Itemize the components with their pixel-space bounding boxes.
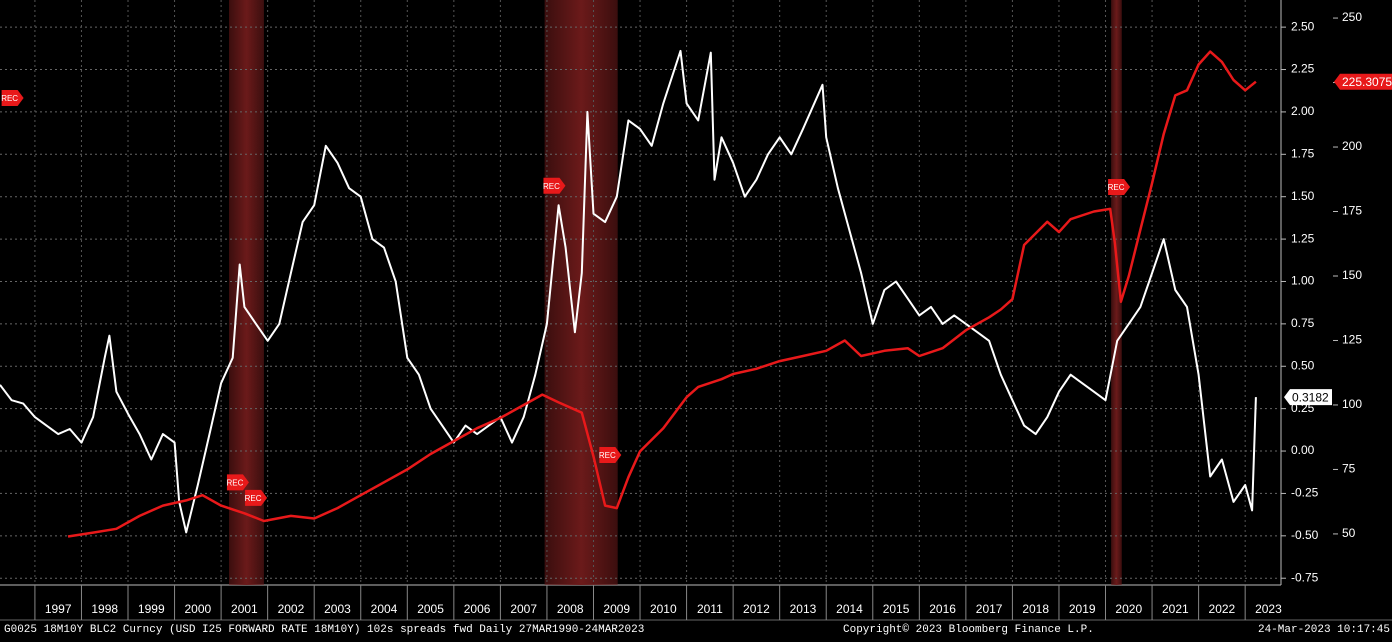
x-tick-label: 2003 bbox=[324, 602, 351, 616]
x-tick-label: 2013 bbox=[790, 602, 817, 616]
last-value-box bbox=[1284, 389, 1332, 406]
annotation-label: REC bbox=[245, 494, 262, 503]
x-tick-label: 2022 bbox=[1209, 602, 1236, 616]
annotation-marker bbox=[245, 489, 268, 506]
x-tick-label: 2004 bbox=[371, 602, 398, 616]
annotation-label: REC bbox=[1108, 183, 1125, 192]
x-tick-label: 2007 bbox=[510, 602, 537, 616]
y-tick-label: 2.50 bbox=[1291, 19, 1315, 33]
annotation-label: REC bbox=[599, 451, 616, 460]
y2-tick-label: 100 bbox=[1342, 397, 1362, 411]
y2-tick-label: 50 bbox=[1342, 526, 1356, 540]
y2-tick-label: 175 bbox=[1342, 204, 1362, 218]
last-value-label: 225.3075 bbox=[1342, 75, 1392, 89]
x-tick-label: 2010 bbox=[650, 602, 677, 616]
y2-tick-label: 75 bbox=[1342, 462, 1356, 476]
x-tick-label: 2015 bbox=[883, 602, 910, 616]
x-tick-label: 2005 bbox=[417, 602, 444, 616]
annotation-marker bbox=[1108, 179, 1131, 196]
y-tick-label: 1.25 bbox=[1291, 231, 1315, 245]
y-tick-label: 0.00 bbox=[1291, 443, 1315, 457]
y2-tick-label: 150 bbox=[1342, 268, 1362, 282]
annotation-marker bbox=[599, 447, 622, 463]
annotation-label: REC bbox=[543, 182, 560, 191]
x-tick-label: 2018 bbox=[1022, 602, 1049, 616]
x-tick-label: 2021 bbox=[1162, 602, 1189, 616]
last-value-box bbox=[1334, 73, 1392, 90]
footer-copyright: Copyright© 2023 Bloomberg Finance L.P. bbox=[843, 624, 1094, 636]
x-tick-label: 2001 bbox=[231, 602, 258, 616]
y-tick-label: -0.75 bbox=[1291, 570, 1319, 584]
x-tick-label: 2009 bbox=[603, 602, 630, 616]
footer-timestamp: 24-Mar-2023 10:17:45 bbox=[1258, 624, 1390, 636]
annotation-marker bbox=[543, 177, 566, 194]
x-tick-label: 2012 bbox=[743, 602, 770, 616]
annotation-marker bbox=[1, 90, 24, 107]
footer-source: G0025 18M10Y BLC2 Curncy (USD I25 FORWAR… bbox=[4, 624, 644, 636]
y-tick-label: 2.00 bbox=[1291, 104, 1315, 118]
x-tick-label: 2023 bbox=[1255, 602, 1282, 616]
last-value-label: 0.3182 bbox=[1292, 390, 1329, 404]
x-tick-label: 2016 bbox=[929, 602, 956, 616]
y2-tick-label: 200 bbox=[1342, 139, 1362, 153]
recession-band bbox=[544, 0, 618, 585]
y-tick-label: 1.50 bbox=[1291, 189, 1315, 203]
x-tick-label: 2017 bbox=[976, 602, 1003, 616]
series-line bbox=[67, 50, 1257, 538]
annotation-label: REC bbox=[1, 94, 18, 103]
y-tick-label: -0.25 bbox=[1291, 486, 1319, 500]
y-tick-label: 0.50 bbox=[1291, 358, 1315, 372]
annotation-marker bbox=[226, 474, 249, 491]
x-tick-label: 2011 bbox=[697, 602, 723, 616]
annotation-label: REC bbox=[226, 478, 243, 487]
y-tick-label: 0.75 bbox=[1291, 316, 1315, 330]
x-tick-label: 2019 bbox=[1069, 602, 1096, 616]
y-tick-label: 1.75 bbox=[1291, 146, 1315, 160]
x-tick-label: 1997 bbox=[45, 602, 72, 616]
y2-tick-label: 125 bbox=[1342, 333, 1362, 347]
x-tick-label: 1998 bbox=[91, 602, 118, 616]
x-tick-label: 2020 bbox=[1115, 602, 1142, 616]
recession-band bbox=[1111, 0, 1122, 585]
x-tick-label: 2008 bbox=[557, 602, 584, 616]
y2-tick-label: 250 bbox=[1342, 10, 1362, 24]
y-tick-label: 2.25 bbox=[1291, 62, 1315, 76]
x-tick-label: 2002 bbox=[278, 602, 305, 616]
y-tick-label: 1.00 bbox=[1291, 274, 1315, 288]
x-tick-label: 1999 bbox=[138, 602, 165, 616]
x-tick-label: 2014 bbox=[836, 602, 863, 616]
x-tick-label: 2006 bbox=[464, 602, 491, 616]
y-tick-label: -0.50 bbox=[1291, 528, 1319, 542]
series-line bbox=[0, 49, 1257, 534]
x-tick-label: 2000 bbox=[184, 602, 211, 616]
